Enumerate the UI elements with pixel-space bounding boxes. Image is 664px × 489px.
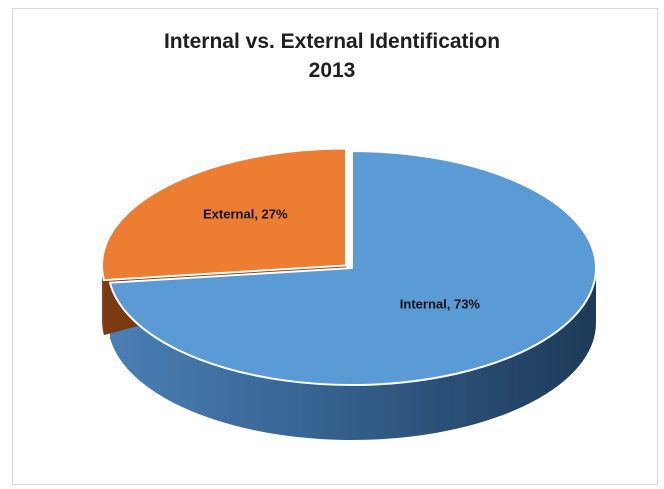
pie-tops <box>101 147 597 386</box>
chart-title: Internal vs. External Identification <box>163 30 501 53</box>
pie-side-external <box>101 265 104 336</box>
data-label-internal: Internal, 73% <box>400 297 481 312</box>
pie-slice-internal <box>108 150 597 386</box>
chart-subtitle: 2013 <box>308 59 356 82</box>
pie-slice-external <box>101 147 347 282</box>
pie-labels: Internal, 73% External, 27% <box>203 206 480 311</box>
data-label-external: External, 27% <box>203 206 288 221</box>
chart-title-block: Internal vs. External Identification 201… <box>0 27 664 85</box>
pie-side-internal <box>109 268 596 441</box>
